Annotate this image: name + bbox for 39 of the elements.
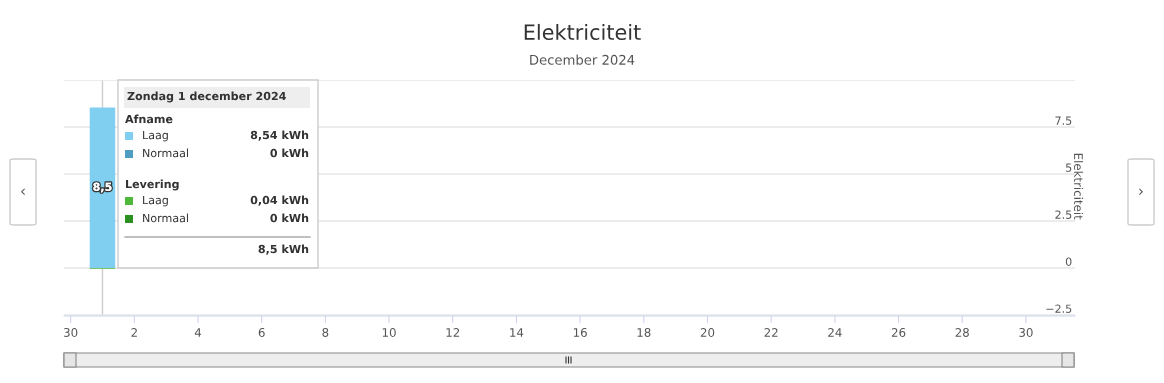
annotation: 8,5 kWh xyxy=(258,244,309,255)
x-tick-label: 30 xyxy=(64,328,78,337)
annotation: 0,04 kWh xyxy=(250,195,309,206)
legend-label: Normaal xyxy=(143,213,188,223)
legend-label: Normaal xyxy=(143,148,188,158)
x-tick-label: 22 xyxy=(764,328,778,337)
y-tick-label: 7.5 xyxy=(1055,116,1072,125)
legend-label: Laag xyxy=(143,130,168,142)
x-tick-label: 8 xyxy=(322,328,329,337)
y-tick-label: 2.5 xyxy=(1055,210,1072,219)
x-tick-label: 14 xyxy=(510,328,524,337)
x-tick-label: 2 xyxy=(131,328,137,337)
x-tick-label: 20 xyxy=(700,328,715,337)
x-tick-label: 24 xyxy=(828,328,842,337)
x-tick-label: 4 xyxy=(194,328,202,337)
data-label: 8,5 xyxy=(93,182,112,193)
y2-axis-title: Elektriciteit xyxy=(1073,153,1084,220)
chart-title: Elektriciteit xyxy=(524,23,641,41)
chart-subtitle: December 2024 xyxy=(530,54,635,65)
x-tick-label: 28 xyxy=(955,328,969,337)
annotation: 0 kWh xyxy=(270,213,309,223)
annotation: Zondag 1 december 2024 xyxy=(127,91,286,103)
x-tick-label: 16 xyxy=(573,328,587,337)
y-tick-label: 5 xyxy=(1066,163,1072,172)
legend-label: Laag xyxy=(143,195,168,207)
x-tick-label: 10 xyxy=(382,328,396,337)
annotation: Afname xyxy=(125,114,173,124)
y-tick-label: −2.5 xyxy=(1046,304,1072,313)
text: › xyxy=(1139,188,1143,196)
x-tick-label: 18 xyxy=(637,328,651,337)
x-tick-label: 6 xyxy=(258,328,265,337)
text: ‹ xyxy=(21,188,25,196)
y-tick-label: 0 xyxy=(1065,257,1072,266)
annotation: 0 kWh xyxy=(270,148,309,158)
annotation: 8,54 kWh xyxy=(250,130,309,141)
x-tick-label: 30 xyxy=(1019,328,1033,337)
x-tick-label: 12 xyxy=(446,328,460,337)
x-tick-label: 26 xyxy=(891,328,906,337)
annotation: Levering xyxy=(126,179,179,191)
